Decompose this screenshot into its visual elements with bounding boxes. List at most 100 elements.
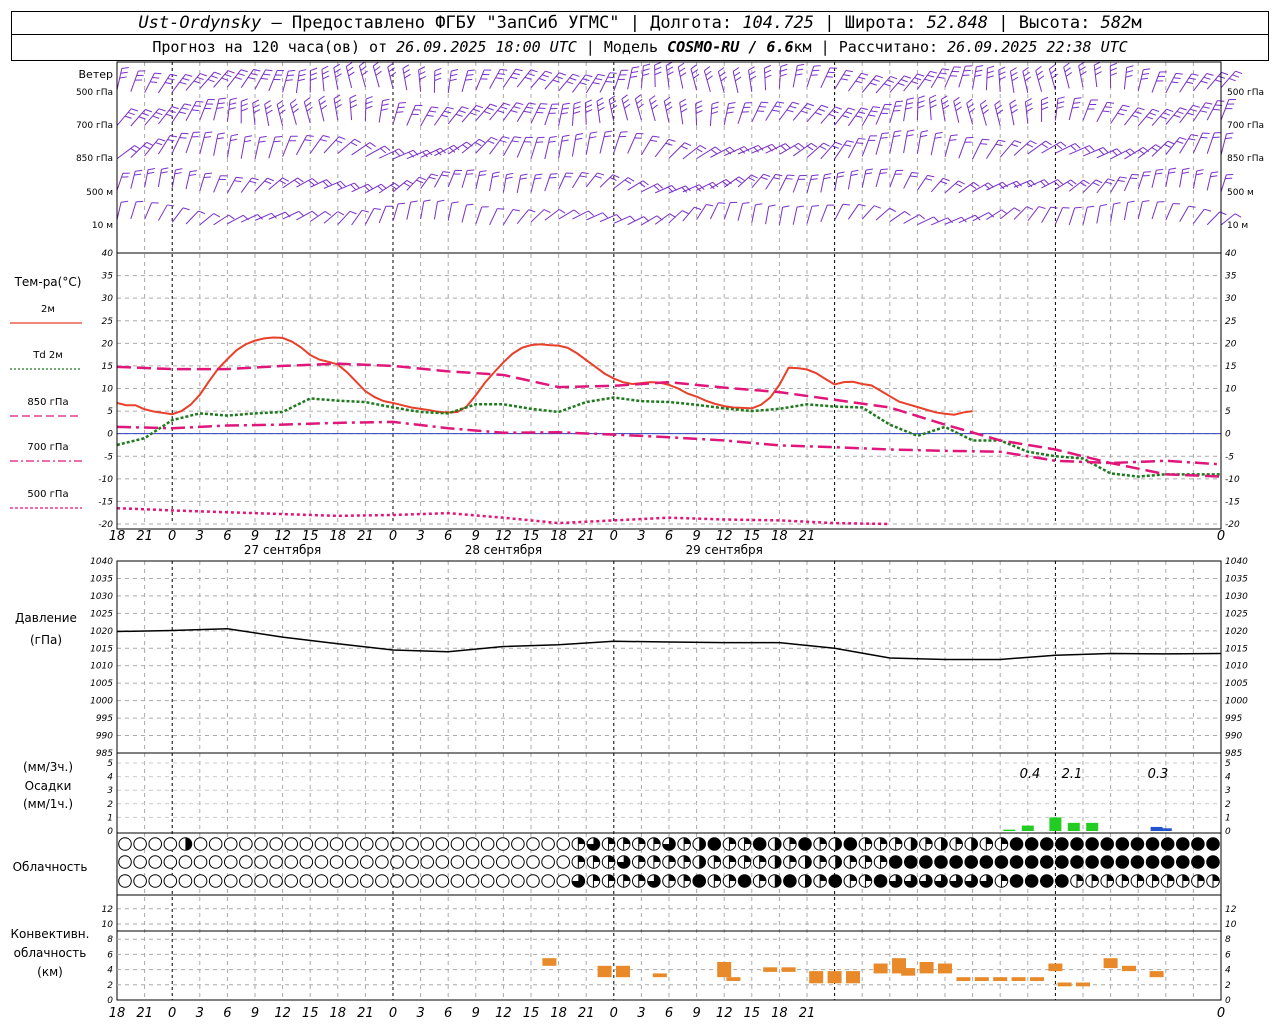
hour-label-bottom: 3 [416,1006,424,1021]
wind-barb [889,169,904,188]
temp-series-1 [116,396,1221,478]
wind-barb [641,183,663,193]
wind-barb [309,67,318,93]
wind-barb [1151,168,1164,188]
day-label: 29 сентября [686,543,763,557]
wind-barb [144,138,166,157]
cloud-symbol [178,855,193,869]
pressure-tick-right: 1000 [1225,697,1248,707]
wind-barb [648,95,658,122]
wind-barb [779,142,805,155]
cloud-symbol [843,837,858,851]
cloud-symbol [919,855,933,869]
pressure-tick-left: 1005 [90,679,113,689]
wind-barb [276,100,286,126]
wind-barb [875,75,898,94]
cloud-symbol [450,855,465,869]
cloud-symbol [1070,855,1084,869]
precip-tick-right: 5 [1225,759,1231,769]
wind-barb [1151,140,1175,157]
wind-barb [737,144,764,155]
cloud-symbol [1085,874,1099,888]
wind-barb [418,66,426,92]
pressure-unit: (гПа) [30,633,62,647]
wind-barb [654,213,676,225]
hour-label-top: 0 [389,529,397,544]
conv-tick-right: 4 [1225,966,1231,976]
wind-barb [489,136,510,155]
cloud-symbol [450,837,465,851]
wind-barb [489,208,505,226]
cloud-symbol [133,855,147,869]
wind-barb [1027,140,1052,155]
cloud-symbol [767,855,782,869]
wind-barb [199,131,213,155]
wind-barb [723,201,738,220]
cloud-symbol [359,855,374,869]
wind-barb [364,208,381,225]
longitude-label: Долгота: [650,13,733,33]
wind-barb [475,136,498,154]
cloud-symbol [616,874,631,888]
wind-barb [847,137,866,159]
wind-barb [751,173,771,189]
wind-barb [889,100,903,124]
wind-barb [999,140,1022,158]
cloud-symbol [798,837,812,851]
wind-barbs [116,61,1243,226]
wind-barb [171,207,190,223]
cloud-symbol [118,855,132,869]
wind-barb [199,213,221,226]
wind-level-label-left: 500 гПа [76,88,113,98]
wind-barb [406,104,423,126]
wind-barb [282,135,298,157]
wind-barb [296,178,318,188]
wind-level-label-left: 10 м [92,221,113,231]
cloud-symbol [495,874,510,888]
wind-barb [1027,206,1046,222]
hour-label-top: 3 [637,529,645,544]
cloud-symbol [1145,874,1160,888]
pressure-tick-left: 985 [96,749,113,759]
cloud-symbol [1009,874,1024,888]
wind-barb [792,142,818,157]
hour-label-bottom: 12 [716,1006,733,1021]
cloud-symbol [133,837,147,851]
wind-barb [282,177,304,189]
wind-barb [1220,213,1242,226]
conv-tick-left: 10 [102,920,114,930]
wind-barb [737,202,750,221]
wind-barb [903,172,919,189]
wind-barb [572,210,595,220]
wind-barb [252,99,261,126]
wind-barb [875,132,889,155]
wind-barb [668,142,692,159]
wind-barb [820,204,835,223]
wind-barb [544,103,559,126]
bottom-panel-frame [116,560,1222,932]
cloud-symbol [329,837,344,851]
conv-bar [781,967,796,972]
wind-barb [420,173,439,189]
wind-barb [378,98,390,123]
precip-ticks: 5 5 4 4 3 3 2 2 1 1 0 0 [107,759,1231,837]
wind-barb [1137,108,1160,127]
temp-tick-left: 20 [102,339,114,349]
wind-barb [1206,171,1219,191]
conv-bar [1076,982,1090,987]
wind-barb [944,180,965,194]
wind-barb [1179,134,1199,154]
model-label: Модель [603,38,659,56]
cloud-symbol [843,874,858,888]
cloud-symbol [888,874,903,888]
cloud-symbol [737,837,752,851]
conv-title-1: Конвективн. [11,927,90,941]
wind-barb [378,148,405,159]
cloud-symbol [1039,874,1054,888]
cloud-symbol [707,855,722,869]
wind-barb [171,132,189,154]
wind-barb [185,100,204,121]
wind-barb [1078,61,1087,88]
wind-barb [903,214,926,224]
wind-barb [365,145,391,158]
